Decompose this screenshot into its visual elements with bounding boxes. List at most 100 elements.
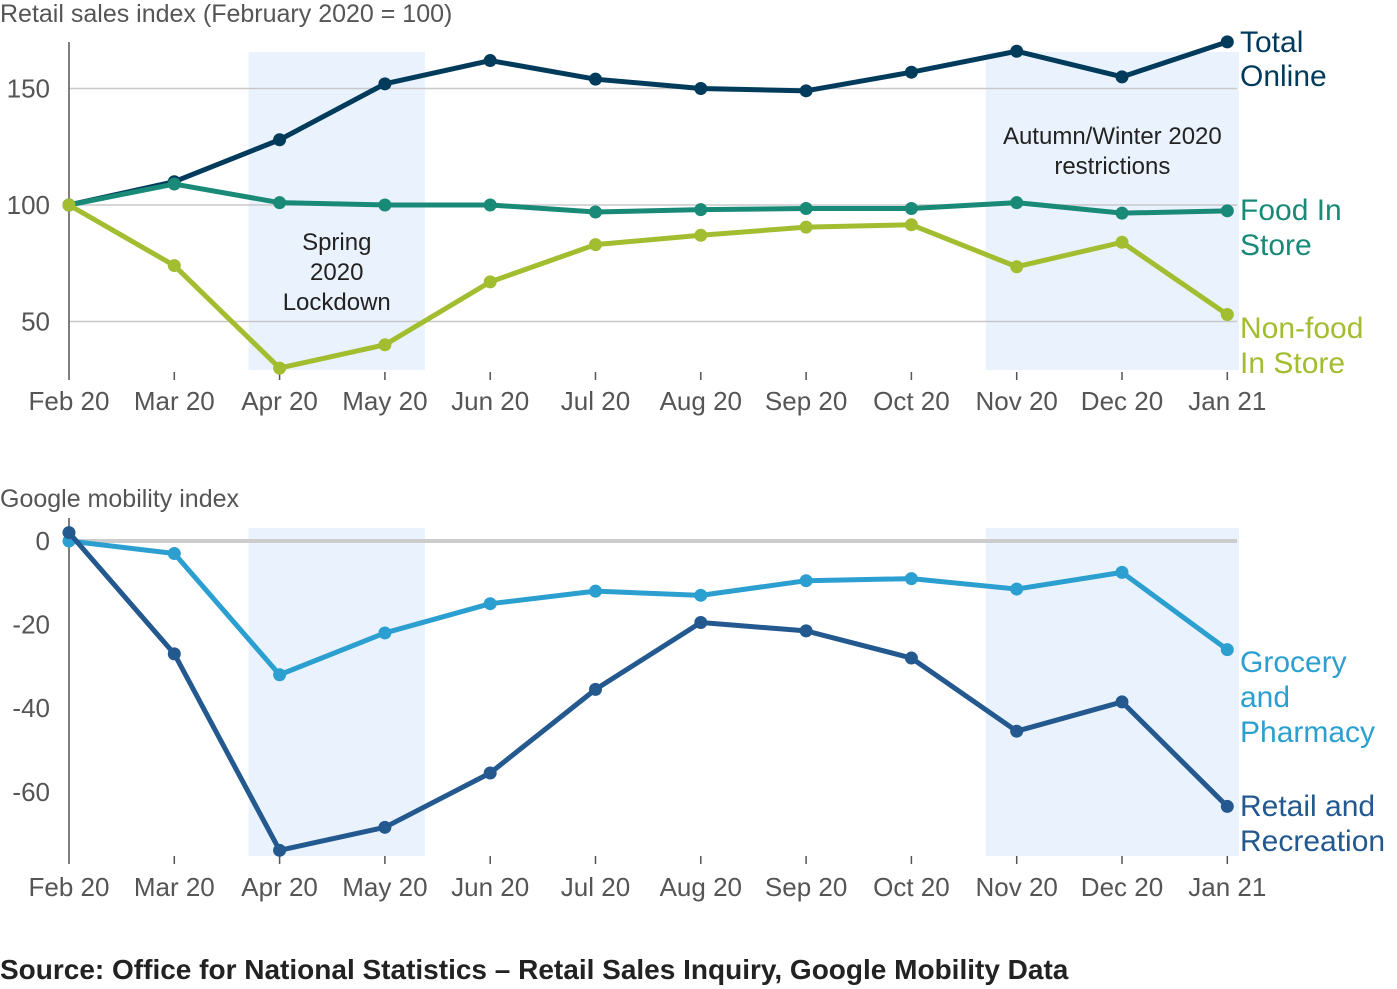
data-point <box>799 201 813 215</box>
google-mobility-panel: 0 -20 -40 -60 Feb 20 Mar 20 Apr 20 May 20 Jun 20… <box>0 485 1385 902</box>
data-point <box>167 647 181 661</box>
shaded-period-1 <box>985 528 1239 856</box>
x-tick-label: Dec 20 <box>1081 872 1163 902</box>
y-tick-label: -20 <box>12 610 50 640</box>
series-label: and <box>1240 681 1290 714</box>
series-label: Pharmacy <box>1240 716 1375 749</box>
series-line <box>66 530 1230 853</box>
x-tick-label: Jan 21 <box>1188 386 1266 416</box>
x-tick-label: Dec 20 <box>1081 386 1163 416</box>
data-point <box>167 177 181 191</box>
x-tick-label: Sep 20 <box>765 386 847 416</box>
data-point <box>378 626 392 640</box>
x-tick-label: Mar 20 <box>134 872 215 902</box>
data-point <box>378 338 392 352</box>
data-point <box>904 201 918 215</box>
data-point <box>62 198 76 212</box>
data-point <box>483 766 497 780</box>
data-point <box>167 547 181 561</box>
data-point <box>273 361 287 375</box>
data-point <box>62 526 76 540</box>
data-point <box>378 820 392 834</box>
y-tick-label: 150 <box>7 74 50 104</box>
x-tick-label: Sep 20 <box>765 872 847 902</box>
series-label: Total <box>1240 26 1303 59</box>
x-tick-label: Mar 20 <box>134 386 215 416</box>
series-line <box>66 202 1230 371</box>
data-point <box>1010 260 1024 274</box>
x-tick-label: Jul 20 <box>561 872 630 902</box>
data-point <box>589 72 602 86</box>
data-point <box>483 54 497 68</box>
series-line <box>66 39 1230 208</box>
x-tick-label: Aug 20 <box>660 872 742 902</box>
data-point <box>1220 308 1234 322</box>
y-tick-label: -60 <box>12 777 50 807</box>
shaded-period-label: Lockdown <box>283 289 391 316</box>
data-point <box>1115 695 1129 709</box>
data-point <box>1220 35 1234 49</box>
series-label: Grocery <box>1240 646 1347 679</box>
y-tick-label: 100 <box>7 190 50 220</box>
y-tick-label: -40 <box>12 693 50 723</box>
data-point <box>694 588 708 602</box>
shaded-period-label: Spring <box>302 229 371 256</box>
data-point <box>589 682 602 696</box>
x-tick-label: Jun 20 <box>451 872 529 902</box>
data-point <box>1010 724 1024 738</box>
y-tick-label: 0 <box>36 526 50 556</box>
series-label: Online <box>1240 60 1327 93</box>
data-point <box>589 238 602 252</box>
data-point <box>483 275 497 289</box>
data-point <box>273 196 287 210</box>
shaded-period-label: restrictions <box>1054 153 1170 180</box>
data-point <box>799 574 813 588</box>
data-point <box>1010 582 1024 596</box>
data-point <box>904 218 918 232</box>
x-tick-label: May 20 <box>342 386 427 416</box>
data-point <box>694 203 708 217</box>
x-tick-label: Apr 20 <box>241 386 318 416</box>
x-tick-label: Nov 20 <box>976 386 1058 416</box>
x-tick-label: Jun 20 <box>451 386 529 416</box>
data-point <box>1115 565 1129 579</box>
data-point <box>799 624 813 638</box>
series-label: Retail and <box>1240 790 1375 823</box>
data-point <box>799 220 813 234</box>
series-line <box>66 181 1230 216</box>
series-label: Store <box>1240 229 1312 262</box>
x-tick-label: Aug 20 <box>660 386 742 416</box>
data-point <box>1220 799 1234 813</box>
x-tick-label: Apr 20 <box>241 872 318 902</box>
data-point <box>273 843 287 857</box>
data-point <box>378 77 392 91</box>
data-point <box>1115 206 1129 220</box>
data-point <box>904 651 918 665</box>
data-point <box>1115 235 1129 249</box>
series-label: Non-food <box>1240 312 1363 345</box>
data-point <box>1010 44 1024 58</box>
data-point <box>799 84 813 98</box>
data-point <box>1220 204 1234 218</box>
x-tick-label: Oct 20 <box>873 386 950 416</box>
y-axis-title: Google mobility index <box>0 485 240 513</box>
x-tick-label: Feb 20 <box>29 386 110 416</box>
data-point <box>483 597 497 611</box>
data-point <box>589 205 602 219</box>
data-point <box>273 133 287 147</box>
data-point <box>904 65 918 79</box>
data-point <box>694 82 708 95</box>
x-tick-label: Oct 20 <box>873 872 950 902</box>
x-tick-label: Nov 20 <box>976 872 1058 902</box>
series-label: Recreation <box>1240 825 1385 858</box>
data-point <box>694 616 708 630</box>
data-point <box>589 584 602 598</box>
shaded-period-0 <box>248 52 425 370</box>
source-note: Source: Office for National Statistics –… <box>0 954 1069 985</box>
y-tick-label: 50 <box>21 307 50 337</box>
series-line <box>66 538 1230 678</box>
series-label: In Store <box>1240 347 1345 380</box>
data-point <box>1115 70 1129 84</box>
series-label: Food In <box>1240 194 1342 227</box>
data-point <box>904 572 918 586</box>
